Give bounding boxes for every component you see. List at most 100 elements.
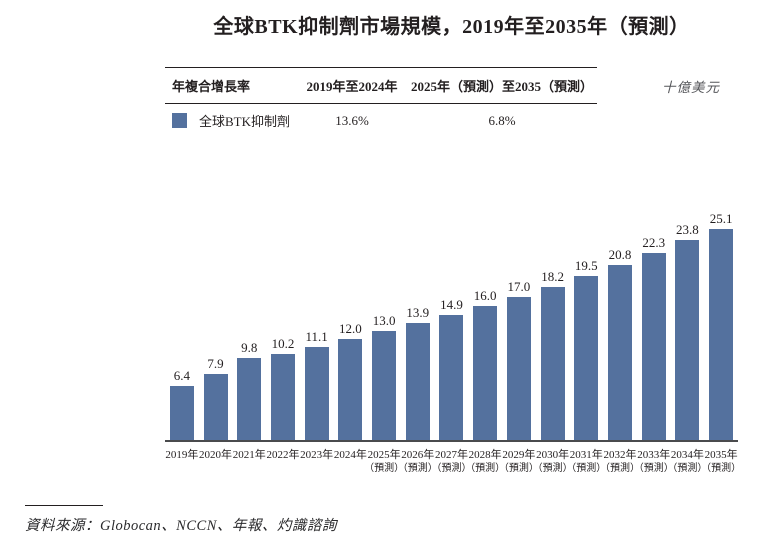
bar-group: 19.5 <box>569 258 603 440</box>
bar-value-label: 22.3 <box>642 234 666 250</box>
x-axis-forecast-note: （預測） <box>498 463 539 474</box>
x-axis-forecast-note: （預測） <box>701 463 742 474</box>
bar-group: 23.8 <box>671 222 705 440</box>
bar-value-label: 16.0 <box>473 287 497 303</box>
x-axis-year: 2019年 <box>165 449 199 461</box>
bar-value-label: 12.0 <box>338 321 362 337</box>
bar-value-label: 13.9 <box>406 305 430 321</box>
bar-group: 14.9 <box>435 297 469 440</box>
x-axis-year: 2027年 <box>434 449 468 461</box>
x-axis-forecast-note: （預測） <box>465 463 506 474</box>
x-axis-year: 2034年 <box>670 449 704 461</box>
bar-group: 9.8 <box>232 340 266 440</box>
x-axis-label: 2026年 （預測） <box>397 448 438 475</box>
bar-value-label: 14.9 <box>440 296 463 312</box>
bar-value-label: 7.9 <box>207 355 224 371</box>
x-axis-year: 2026年 <box>401 449 435 461</box>
unit-label: 十億美元 <box>662 80 720 95</box>
x-axis-forecast-note: （預測） <box>600 463 640 474</box>
bar <box>439 314 464 440</box>
bar-value-label: 17.0 <box>507 279 531 295</box>
x-axis-year: 2021年 <box>232 449 266 461</box>
bar-value-label: 23.8 <box>676 222 699 238</box>
x-axis-year: 2022年 <box>266 449 300 461</box>
bar-value-label: 10.2 <box>271 336 295 352</box>
bar-value-label: 13.0 <box>372 312 396 328</box>
source-note: 資料來源：Globocan、NCCN、年報、灼識諮詢 <box>25 518 337 534</box>
bar-value-label: 6.4 <box>173 368 190 384</box>
bar-value-label: 18.2 <box>541 269 564 285</box>
bar-value-label: 11.1 <box>305 328 328 344</box>
bar-group: 20.8 <box>603 247 637 440</box>
x-axis-label: 2030年 （預測） <box>532 448 573 475</box>
bar-group: 12.0 <box>334 321 368 440</box>
bar <box>372 330 397 440</box>
x-axis-forecast-note: （預測） <box>364 463 405 474</box>
x-axis-label: 2024年 <box>334 448 368 475</box>
x-axis-year: 2025年 <box>367 449 401 461</box>
source-divider <box>25 505 103 506</box>
x-axis-label: 2027年 （預測） <box>431 448 471 475</box>
bar <box>270 354 295 440</box>
bar-group: 13.9 <box>401 305 435 440</box>
x-axis-label: 2035年 （預測） <box>701 448 742 475</box>
bar-group: 18.2 <box>536 269 570 440</box>
legend-item: 全球BTK抑制劑 <box>165 111 297 130</box>
x-axis-year: 2035年 <box>704 449 738 461</box>
x-axis-forecast-note: （預測） <box>397 463 438 474</box>
x-axis-year: 2020年 <box>199 449 233 461</box>
chart-title: 全球BTK抑制劑市場規模，2019年至2035年（預測） <box>213 16 690 38</box>
bar-group: 25.1 <box>704 211 738 440</box>
x-axis-year: 2033年 <box>637 449 671 461</box>
x-axis-label: 2022年 <box>266 448 300 475</box>
cagr-value-2019-2024: 13.6% <box>335 112 369 128</box>
bar-value-label: 9.8 <box>241 339 258 355</box>
bar <box>540 287 565 440</box>
bar-group: 17.0 <box>502 279 536 440</box>
bar-chart: 6.4 7.9 9.8 10.2 11.1 12.0 13.0 13.9 14.9 16.0 17.… <box>165 135 742 475</box>
cagr-table-header-row: 年複合增長率 2019年至2024年 2025年（預測）至2035（預測） <box>165 67 597 104</box>
x-axis-year: 2024年 <box>333 449 367 461</box>
x-axis-forecast-note: （預測） <box>633 463 674 474</box>
legend-label: 全球BTK抑制劑 <box>199 114 291 129</box>
bar <box>641 252 666 440</box>
x-axis-label: 2025年 （預測） <box>364 448 405 475</box>
cagr-header-area: 年複合增長率 2019年至2024年 2025年（預測）至2035（預測） 全球… <box>165 67 738 135</box>
cagr-table-data-row: 全球BTK抑制劑 13.6% 6.8% <box>165 104 597 135</box>
bar <box>237 357 262 440</box>
cagr-table-header-period-2025-2035: 2025年（預測）至2035（預測） <box>410 79 593 94</box>
x-axis-year: 2031年 <box>569 449 603 461</box>
x-axis-label: 2028年 （預測） <box>465 448 506 475</box>
x-axis-label: 2032年 （預測） <box>600 448 640 475</box>
bar-group: 10.2 <box>266 336 300 440</box>
x-axis: 2019年 2020年 2021年 2022年 2023年 2024年 2025年 （預測） 2… <box>165 442 742 475</box>
bar-group: 13.0 <box>367 313 401 440</box>
bar-group: 16.0 <box>468 288 502 440</box>
plot-area: 6.4 7.9 9.8 10.2 11.1 12.0 13.0 13.9 14.9 16.0 17.… <box>165 135 738 442</box>
bar <box>574 276 599 440</box>
x-axis-forecast-note: （預測） <box>667 463 708 474</box>
x-axis-forecast-note: （預測） <box>532 463 573 474</box>
x-axis-year: 2028年 <box>468 449 502 461</box>
x-axis-label: 2029年 （預測） <box>498 448 539 475</box>
x-axis-year: 2032年 <box>603 449 637 461</box>
x-axis-forecast-note: （預測） <box>431 463 472 474</box>
x-axis-label: 2023年 <box>300 448 334 475</box>
bar-value-label: 19.5 <box>574 258 598 274</box>
x-axis-label: 2021年 <box>232 448 266 475</box>
bar-value-label: 20.8 <box>608 247 632 263</box>
x-axis-label: 2034年 （預測） <box>667 448 707 475</box>
bar-group: 11.1 <box>300 329 334 440</box>
x-axis-label: 2033年 （預測） <box>633 448 674 475</box>
bar <box>675 240 700 440</box>
cagr-table-header-period-2019-2024: 2019年至2024年 <box>306 79 398 94</box>
cagr-table-header-metric: 年複合增長率 <box>172 79 251 94</box>
bar-group: 7.9 <box>199 356 233 440</box>
bar <box>506 297 531 440</box>
bar-value-label: 25.1 <box>709 211 733 227</box>
bar <box>169 386 194 440</box>
x-axis-year: 2029年 <box>502 449 536 461</box>
bar <box>473 305 498 440</box>
x-axis-label: 2020年 <box>199 448 233 475</box>
